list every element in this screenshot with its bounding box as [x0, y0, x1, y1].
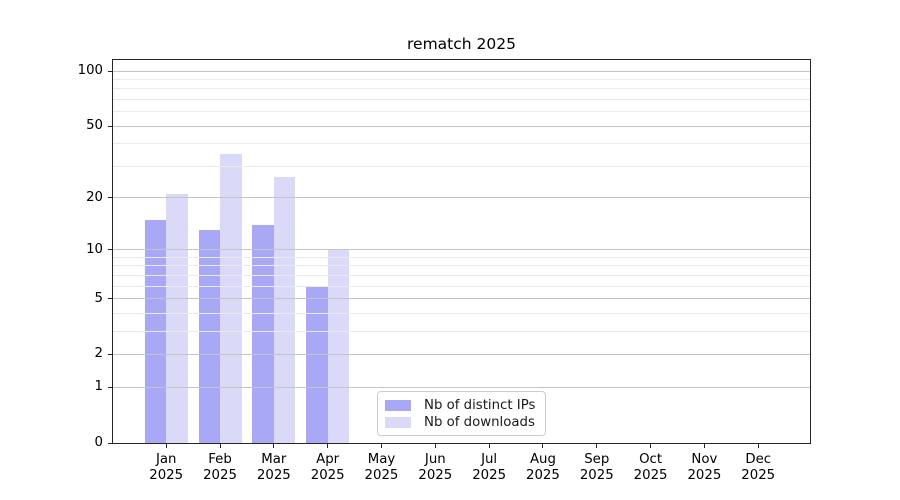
x-tick-label-mar: Mar 2025	[256, 452, 291, 483]
x-tick-label-oct: Oct 2025	[633, 452, 668, 483]
grid-layer	[113, 60, 810, 443]
y-tick-mark	[108, 442, 113, 444]
minor-gridline	[113, 256, 810, 258]
y-tick-mark	[108, 249, 113, 251]
minor-gridline	[113, 285, 810, 287]
x-tick-label-jan: Jan 2025	[149, 452, 184, 483]
major-gridline	[113, 249, 810, 251]
y-tick-mark	[108, 353, 113, 355]
bar-apr-downloads	[327, 249, 350, 443]
y-tick-label: 1	[94, 379, 103, 395]
y-tick-mark	[108, 386, 113, 388]
chart-title: rematch 2025	[407, 35, 516, 53]
major-gridline	[113, 353, 810, 355]
bar-jan-downloads	[166, 193, 188, 443]
x-tick-label-nov: Nov 2025	[687, 452, 722, 483]
x-tick-label-may: May 2025	[364, 452, 399, 483]
legend-swatch-downloads	[385, 417, 411, 428]
legend-item-distinct-ips: Nb of distinct IPs	[385, 397, 545, 414]
x-tick-mark	[650, 444, 652, 448]
y-tick-label: 20	[86, 189, 103, 205]
legend-label-distinct-ips: Nb of distinct IPs	[424, 398, 536, 413]
x-tick-label-aug: Aug 2025	[526, 452, 560, 483]
minor-gridline	[113, 111, 810, 113]
y-tick-label: 50	[86, 118, 103, 134]
major-gridline	[113, 298, 810, 300]
bar-mar-downloads	[273, 177, 296, 443]
minor-gridline	[113, 312, 810, 314]
minor-gridline	[113, 165, 810, 167]
minor-gridline	[113, 274, 810, 276]
x-tick-mark	[757, 444, 759, 448]
y-tick-mark	[108, 125, 113, 127]
bar-feb-distinct-ips	[198, 230, 221, 443]
x-tick-mark	[165, 444, 167, 448]
minor-gridline	[113, 265, 810, 267]
y-tick-mark	[108, 70, 113, 72]
x-tick-mark	[273, 444, 275, 448]
x-tick-mark	[703, 444, 705, 448]
x-tick-mark	[542, 444, 544, 448]
x-tick-label-dec: Dec 2025	[741, 452, 776, 483]
y-tick-label: 5	[94, 290, 103, 306]
x-tick-mark	[380, 444, 382, 448]
x-tick-label-jul: Jul 2025	[472, 452, 507, 483]
minor-gridline	[113, 88, 810, 90]
x-tick-label-apr: Apr 2025	[310, 452, 345, 483]
bar-apr-distinct-ips	[306, 286, 328, 443]
major-gridline	[113, 197, 810, 199]
minor-gridline	[113, 330, 810, 332]
x-tick-mark	[327, 444, 329, 448]
legend: Nb of distinct IPs Nb of downloads	[377, 391, 546, 436]
minor-gridline	[113, 143, 810, 145]
legend-label-downloads: Nb of downloads	[424, 415, 535, 430]
legend-swatch-distinct-ips	[385, 400, 411, 411]
bar-mar-distinct-ips	[252, 224, 274, 443]
x-tick-label-jun: Jun 2025	[418, 452, 453, 483]
x-tick-mark	[434, 444, 436, 448]
y-tick-label: 0	[94, 435, 103, 450]
y-tick-label: 100	[77, 63, 103, 79]
major-gridline	[113, 386, 810, 388]
x-tick-mark	[488, 444, 490, 448]
x-tick-label-sep: Sep 2025	[579, 452, 614, 483]
major-gridline	[113, 125, 810, 127]
legend-item-downloads: Nb of downloads	[385, 414, 545, 431]
x-tick-label-feb: Feb 2025	[203, 452, 237, 483]
minor-gridline	[113, 79, 810, 81]
minor-gridline	[113, 99, 810, 101]
x-tick-mark	[219, 444, 221, 448]
y-tick-mark	[108, 298, 113, 300]
plot-area	[113, 60, 810, 443]
x-tick-mark	[596, 444, 598, 448]
major-gridline	[113, 70, 810, 72]
y-tick-label: 10	[86, 241, 103, 257]
y-tick-mark	[108, 197, 113, 199]
y-tick-label: 2	[94, 346, 103, 362]
